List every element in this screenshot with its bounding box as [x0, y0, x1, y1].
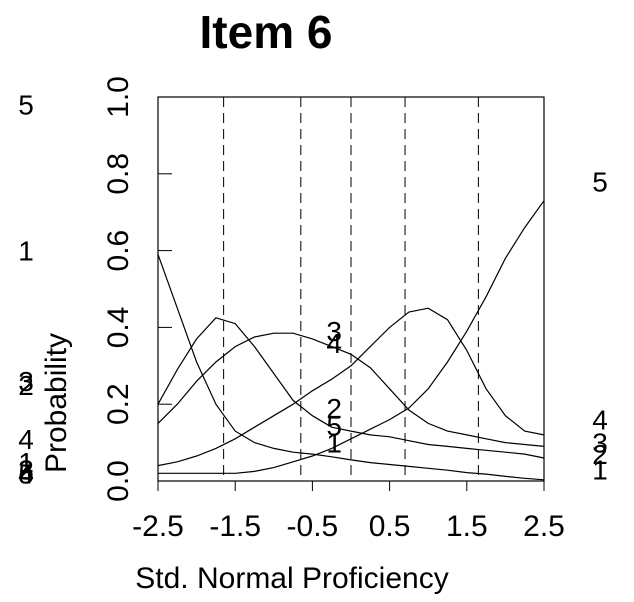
y-tick-label: 1.0 — [102, 76, 135, 118]
chart-title: Item 6 — [200, 6, 333, 58]
x-tick-label: -1.5 — [209, 510, 261, 543]
series-line-2 — [157, 317, 545, 459]
y-tick-label: 0.8 — [102, 153, 135, 195]
right-category-label: 2 — [592, 439, 608, 470]
series-line-4 — [157, 307, 545, 467]
left-category-label: 2 — [18, 454, 34, 485]
mid-category-label: 3 — [326, 316, 342, 347]
y-axis-label: Probability — [40, 333, 73, 473]
right-category-label: 1 — [592, 454, 608, 485]
left-category-label: 4 — [18, 458, 34, 489]
left-category-label: 3 — [18, 366, 34, 397]
y-tick-label: 0.2 — [102, 383, 135, 425]
x-tick-label: -0.5 — [287, 510, 339, 543]
mid-category-label: 1 — [326, 428, 342, 459]
series-lines — [157, 200, 545, 481]
mid-category-label: 2 — [326, 393, 342, 424]
left-category-label: 5 — [18, 90, 34, 121]
left-category-label: 2 — [18, 370, 34, 401]
y-tick-label: 0.0 — [102, 460, 135, 502]
x-tick-label: 1.5 — [446, 510, 488, 543]
x-axis: -2.5 -1.5 -0.5 0.5 1.5 2.5 — [132, 481, 565, 543]
mid-category-label: 4 — [326, 328, 342, 359]
dashed-reference-lines — [223, 97, 479, 481]
x-tick-label: 0.5 — [369, 510, 411, 543]
right-category-label: 5 — [592, 166, 608, 197]
x-axis-label: Std. Normal Proficiency — [135, 562, 448, 595]
y-tick-label: 0.6 — [102, 230, 135, 272]
series-line-5 — [158, 200, 545, 474]
left-category-label: 4 — [18, 424, 34, 455]
series-line-3 — [157, 332, 545, 447]
x-tick-label: 2.5 — [523, 510, 565, 543]
right-category-label: 4 — [592, 405, 608, 436]
y-axis: 0.0 0.2 0.4 0.6 0.8 1.0 — [102, 76, 172, 502]
series-line-1 — [157, 254, 545, 481]
y-tick-label: 0.4 — [102, 307, 135, 349]
right-category-label: 3 — [592, 428, 608, 459]
left-category-label: 5 — [18, 458, 34, 489]
x-tick-label: -2.5 — [132, 510, 184, 543]
left-category-label: 1 — [18, 447, 34, 478]
mid-category-label: 5 — [326, 410, 342, 441]
left-category-label: 3 — [18, 454, 34, 485]
left-category-label: 1 — [18, 236, 34, 267]
